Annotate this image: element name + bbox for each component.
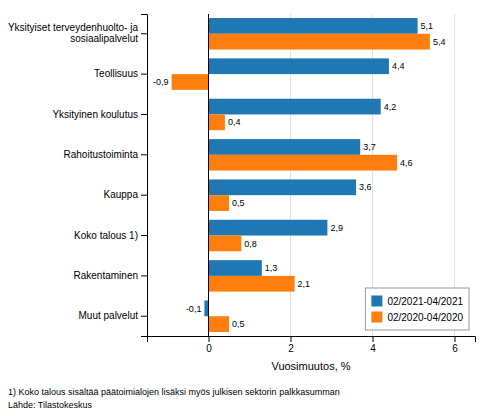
- tick-mark: [141, 235, 147, 236]
- tick-label: Kauppa: [104, 189, 139, 200]
- tick-mark: [141, 33, 147, 34]
- data-label: 4,6: [400, 158, 413, 168]
- data-label: 3,7: [363, 142, 376, 152]
- bar: [209, 276, 295, 292]
- data-label: 0,5: [232, 198, 245, 208]
- legend-label: 02/2021-04/2021: [387, 296, 463, 307]
- y-tick: Kauppa: [104, 189, 147, 200]
- tick-mark: [141, 316, 147, 317]
- legend-swatch: [371, 312, 382, 323]
- zero-line: [208, 14, 209, 336]
- bar: [172, 74, 209, 90]
- bar: [209, 99, 381, 115]
- bar: [209, 195, 230, 211]
- bars: [172, 18, 430, 332]
- y-tick: Yksityiset terveydenhuolto- jasosiaalipa…: [8, 22, 147, 44]
- tick-label: Teollisuus: [94, 68, 138, 79]
- bar: [209, 114, 225, 130]
- data-label: 2,1: [298, 279, 311, 289]
- data-labels: -0,1 1,3 2,9 3,6 3,7 4,2 4,4 5,1 0,5 2,1 0,8 0,5 4,6…: [153, 21, 445, 329]
- bar: [209, 155, 398, 171]
- bar: [209, 316, 230, 332]
- x-tick: 6: [452, 336, 458, 354]
- data-label: 1,3: [265, 263, 278, 273]
- bar: [209, 179, 357, 195]
- x-tick: 0: [206, 336, 212, 354]
- legend-swatch: [371, 296, 382, 307]
- data-label: 0,4: [228, 117, 241, 127]
- tick-mark: [141, 74, 147, 75]
- bar: [209, 18, 418, 34]
- tick-label: 4: [370, 343, 376, 354]
- data-label: 4,2: [384, 102, 397, 112]
- data-label: 5,1: [421, 21, 434, 31]
- legend-item: 02/2020-04/2020: [371, 312, 463, 323]
- y-tick: Muut palvelut: [79, 310, 147, 321]
- tick-mark: [141, 195, 147, 196]
- x-tick: 4: [370, 336, 376, 354]
- data-label: 0,8: [244, 239, 257, 249]
- tick-label: Rakentaminen: [74, 270, 138, 281]
- x-axis-title: Vuosimuutos, %: [271, 360, 350, 372]
- y-tick: Koko talous 1): [74, 230, 147, 241]
- y-tick: Rakentaminen: [74, 270, 147, 281]
- tick-label: Yksityiset terveydenhuolto- jasosiaalipa…: [8, 22, 139, 44]
- data-label: 3,6: [359, 182, 372, 192]
- bar: [209, 236, 242, 252]
- legend: 02/2021-04/2021 02/2020-04/2020: [365, 288, 469, 330]
- data-label: -0,1: [186, 304, 202, 314]
- tick-mark: [141, 114, 147, 115]
- bar: [209, 260, 262, 276]
- tick-label: Koko talous 1): [74, 230, 138, 241]
- data-label: 5,4: [433, 37, 446, 47]
- tick-label: 0: [206, 343, 212, 354]
- y-tick: Teollisuus: [94, 68, 147, 79]
- plot: 0 2 4 6 Muut palvelut Rakentaminen Koko talous…: [8, 14, 476, 372]
- chart: 0 2 4 6 Muut palvelut Rakentaminen Koko talous…: [0, 0, 493, 416]
- data-label: -0,9: [153, 77, 169, 87]
- y-tick: Yksityinen koulutus: [52, 109, 147, 120]
- legend-item: 02/2021-04/2021: [371, 296, 463, 307]
- tick-mark: [141, 154, 147, 155]
- tick-mark: [141, 275, 147, 276]
- data-label: 2,9: [330, 223, 343, 233]
- bar: [209, 139, 361, 155]
- data-label: 4,4: [392, 61, 405, 71]
- grid-line: [208, 14, 209, 336]
- bar: [209, 58, 389, 74]
- axis-domain: [148, 337, 476, 343]
- tick-mark: [455, 336, 456, 342]
- axis-domain: [141, 15, 148, 337]
- tick-label: Muut palvelut: [79, 310, 139, 321]
- bar: [204, 300, 208, 316]
- y-tick: Rahoitustoiminta: [64, 149, 147, 160]
- tick-label: 2: [288, 343, 294, 354]
- footnote: 1) Koko talous sisältää päätoimialojen l…: [8, 387, 340, 397]
- tick-label: Rahoitustoiminta: [64, 149, 139, 160]
- bar: [209, 220, 328, 236]
- tick-label: Yksityinen koulutus: [52, 109, 138, 120]
- legend-label: 02/2020-04/2020: [387, 312, 463, 323]
- tick-mark: [373, 336, 374, 342]
- tick-mark: [209, 336, 210, 342]
- data-label: 0,5: [232, 319, 245, 329]
- x-tick: 2: [288, 336, 294, 354]
- tick-mark: [291, 336, 292, 342]
- x-axis: 0 2 4 6: [148, 336, 476, 354]
- footnote: Lähde: Tilastokeskus: [8, 400, 93, 410]
- bar: [209, 34, 430, 50]
- y-axis: Muut palvelut Rakentaminen Koko talous 1) K…: [8, 15, 148, 337]
- legend-frame: [365, 288, 469, 330]
- tick-label: 6: [452, 343, 458, 354]
